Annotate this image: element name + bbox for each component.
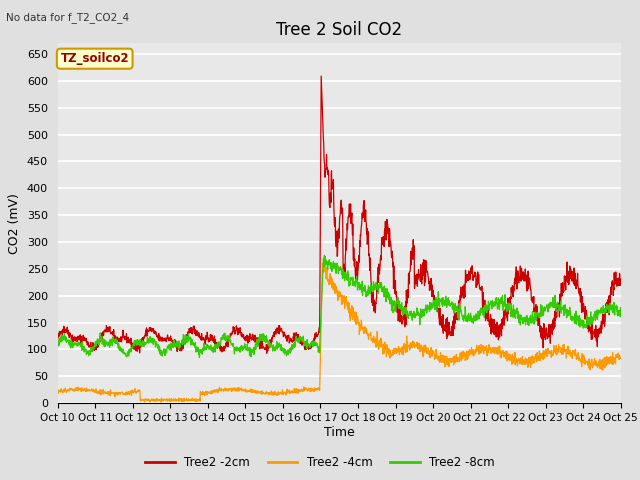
Text: No data for f_T2_CO2_4: No data for f_T2_CO2_4 [6,12,129,23]
Text: TZ_soilco2: TZ_soilco2 [60,52,129,65]
Legend: Tree2 -2cm, Tree2 -4cm, Tree2 -8cm: Tree2 -2cm, Tree2 -4cm, Tree2 -8cm [141,452,499,474]
Y-axis label: CO2 (mV): CO2 (mV) [8,193,21,253]
Title: Tree 2 Soil CO2: Tree 2 Soil CO2 [276,21,403,39]
X-axis label: Time: Time [324,426,355,439]
